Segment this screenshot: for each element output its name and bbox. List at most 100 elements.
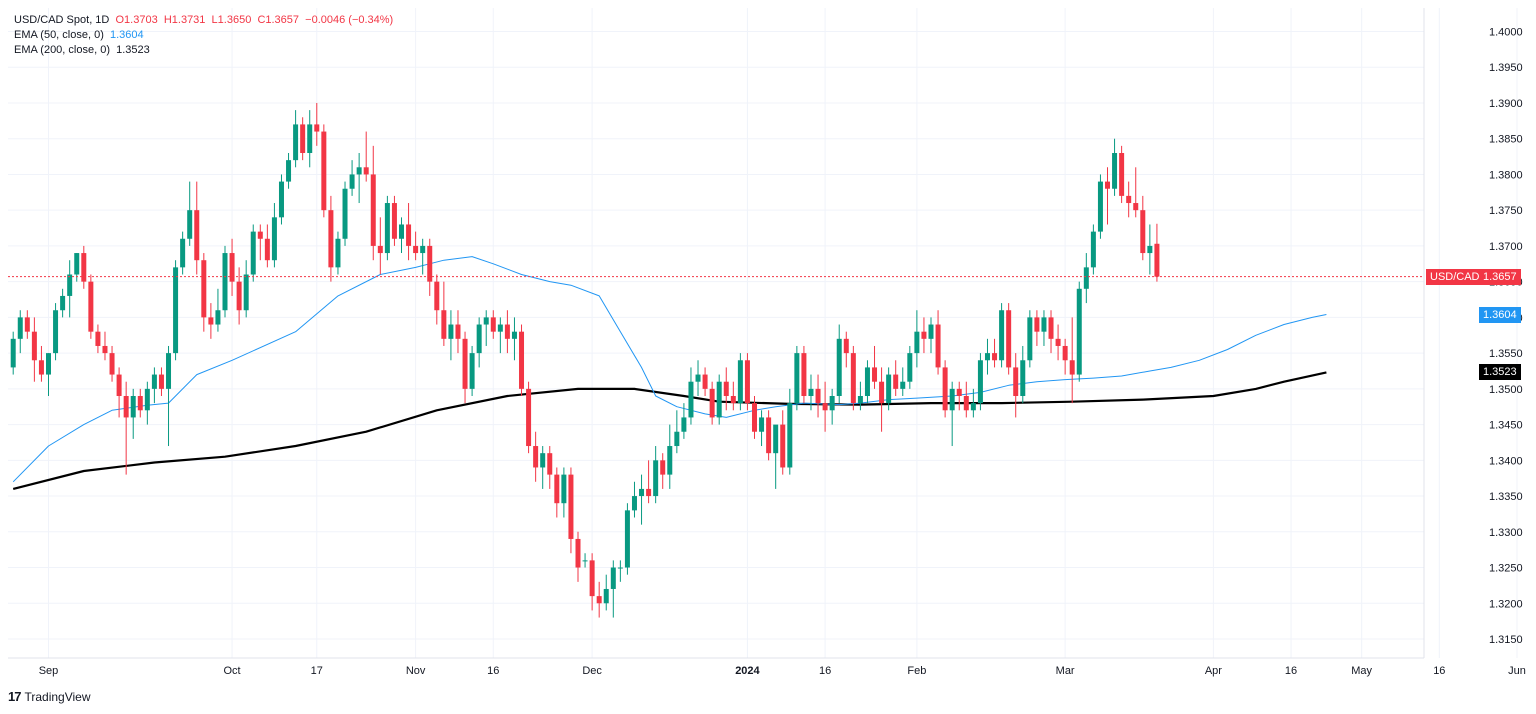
candle-up[interactable] xyxy=(293,110,299,168)
candle-down[interactable] xyxy=(766,410,772,461)
candle-down[interactable] xyxy=(257,224,263,261)
candle-up[interactable] xyxy=(1076,281,1082,382)
candle-down[interactable] xyxy=(963,381,969,418)
candle-up[interactable] xyxy=(10,331,16,375)
legend-ema200-row[interactable]: EMA (200, close, 0) 1.3523 xyxy=(14,43,393,58)
candle-down[interactable] xyxy=(1013,353,1019,418)
candle-up[interactable] xyxy=(1083,253,1089,304)
candle-up[interactable] xyxy=(60,288,66,318)
candle-up[interactable] xyxy=(151,367,157,404)
candle-up[interactable] xyxy=(582,553,588,568)
candle-down[interactable] xyxy=(88,274,94,339)
candle-up[interactable] xyxy=(631,481,637,518)
candle-down[interactable] xyxy=(730,381,736,411)
candle-down[interactable] xyxy=(109,345,115,382)
candle-down[interactable] xyxy=(780,410,786,475)
candle-up[interactable] xyxy=(469,345,475,396)
candle-up[interactable] xyxy=(243,260,249,318)
candle-up[interactable] xyxy=(399,217,404,254)
candle-up[interactable] xyxy=(1147,224,1153,275)
candle-up[interactable] xyxy=(483,310,489,346)
candle-down[interactable] xyxy=(264,224,270,268)
candle-down[interactable] xyxy=(935,310,941,375)
candle-up[interactable] xyxy=(420,238,426,275)
candle-down[interactable] xyxy=(1034,310,1040,346)
candle-down[interactable] xyxy=(328,195,334,282)
candle-up[interactable] xyxy=(737,353,743,411)
price-axis[interactable]: 1.4000 1.3950 1.3900 1.3850 1.3800 1.3750 1.37… xyxy=(1489,27,1523,647)
candle-down[interactable] xyxy=(490,310,496,339)
candle-up[interactable] xyxy=(787,388,793,475)
candle-up[interactable] xyxy=(773,424,779,489)
candle-down[interactable] xyxy=(596,581,602,618)
candle-up[interactable] xyxy=(74,253,80,282)
candle-down[interactable] xyxy=(893,360,899,396)
candle-up[interactable] xyxy=(977,353,983,411)
candle-up[interactable] xyxy=(144,381,150,425)
candle-down[interactable] xyxy=(24,310,30,339)
symbol-label[interactable]: USD/CAD Spot, 1D xyxy=(14,14,110,26)
candle-up[interactable] xyxy=(180,231,186,275)
candle-down[interactable] xyxy=(815,374,821,418)
candle-down[interactable] xyxy=(236,267,242,325)
candle-down[interactable] xyxy=(300,117,306,161)
candle-up[interactable] xyxy=(1097,174,1103,239)
legend-ema50-row[interactable]: EMA (50, close, 0) 1.3604 xyxy=(14,28,393,43)
candle-up[interactable] xyxy=(999,303,1005,368)
candle-down[interactable] xyxy=(1126,181,1132,218)
candle-up[interactable] xyxy=(335,231,341,275)
candle-down[interactable] xyxy=(709,381,715,425)
candle-up[interactable] xyxy=(173,260,179,361)
candle-up[interactable] xyxy=(511,317,517,361)
candle-up[interactable] xyxy=(857,381,863,411)
candle-down[interactable] xyxy=(526,381,532,454)
candle-down[interactable] xyxy=(201,253,207,332)
candle-down[interactable] xyxy=(377,217,383,275)
candle-down[interactable] xyxy=(992,338,998,368)
candle-down[interactable] xyxy=(1105,167,1110,225)
candle-down[interactable] xyxy=(702,367,708,396)
candle-up[interactable] xyxy=(624,503,630,575)
candle-down[interactable] xyxy=(208,303,214,339)
candle-up[interactable] xyxy=(759,410,765,447)
candle-up[interactable] xyxy=(984,338,990,375)
candle-up[interactable] xyxy=(836,324,842,404)
candle-down[interactable] xyxy=(1140,195,1146,261)
candle-down[interactable] xyxy=(646,460,652,504)
candle-up[interactable] xyxy=(695,360,701,396)
candle-down[interactable] xyxy=(1154,223,1160,282)
candle-up[interactable] xyxy=(808,374,814,411)
candle-up[interactable] xyxy=(286,153,292,189)
candle-down[interactable] xyxy=(38,345,44,382)
candle-down[interactable] xyxy=(1006,303,1012,375)
candle-up[interactable] xyxy=(829,388,835,425)
candle-down[interactable] xyxy=(872,345,878,389)
candle-up[interactable] xyxy=(278,174,284,225)
candle-down[interactable] xyxy=(455,310,461,354)
candle-down[interactable] xyxy=(519,324,525,396)
candle-up[interactable] xyxy=(914,310,920,368)
candle-down[interactable] xyxy=(942,360,948,418)
candle-down[interactable] xyxy=(723,367,729,411)
candle-down[interactable] xyxy=(31,317,37,382)
candle-down[interactable] xyxy=(1133,167,1139,218)
candle-up[interactable] xyxy=(1020,345,1026,404)
candle-up[interactable] xyxy=(67,260,73,318)
candle-down[interactable] xyxy=(956,381,962,411)
candle-up[interactable] xyxy=(639,474,645,525)
candle-up[interactable] xyxy=(1090,224,1096,275)
candle-up[interactable] xyxy=(342,181,348,246)
candle-up[interactable] xyxy=(610,560,616,618)
candle-up[interactable] xyxy=(688,367,694,425)
candle-up[interactable] xyxy=(349,160,355,196)
candle-up[interactable] xyxy=(356,153,362,204)
candle-up[interactable] xyxy=(864,360,870,404)
candle-up[interactable] xyxy=(384,195,390,261)
candle-up[interactable] xyxy=(1041,310,1047,346)
candle-down[interactable] xyxy=(504,310,510,354)
candle-up[interactable] xyxy=(46,353,51,396)
candle-down[interactable] xyxy=(921,317,927,354)
candle-up[interactable] xyxy=(907,345,913,389)
candles[interactable] xyxy=(10,102,1160,618)
candle-up[interactable] xyxy=(166,345,172,447)
